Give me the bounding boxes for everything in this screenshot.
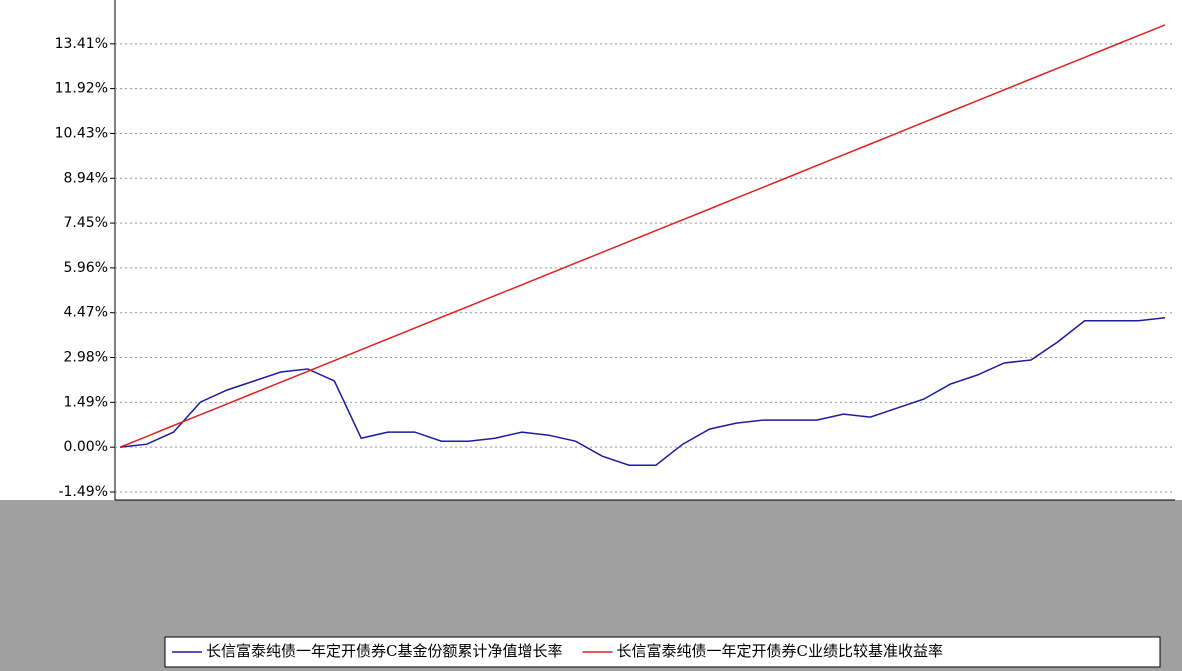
series-line bbox=[120, 318, 1165, 465]
legend-label: 长信富泰纯债一年定开债券C基金份额累计净值增长率 bbox=[206, 642, 562, 660]
chart: 长信富泰纯债一年定开债券C基金份额累计净值增长率 长信富泰纯债一年定开债券C业绩比… bbox=[0, 0, 1182, 671]
y-tick-label: 4.47% bbox=[64, 305, 108, 321]
y-tick-label: 7.45% bbox=[64, 215, 108, 231]
y-tick-label: 2.98% bbox=[64, 350, 108, 366]
y-tick-label: -1.49% bbox=[58, 484, 108, 500]
y-tick-label: 0.00% bbox=[64, 439, 108, 455]
legend: 长信富泰纯债一年定开债券C基金份额累计净值增长率 长信富泰纯债一年定开债券C业绩比… bbox=[165, 637, 1160, 667]
y-tick-label: 8.94% bbox=[64, 170, 108, 186]
y-tick-label: 11.92% bbox=[55, 81, 108, 97]
legend-label: 长信富泰纯债一年定开债券C业绩比较基准收益率 bbox=[616, 642, 942, 660]
y-tick-label: 13.41% bbox=[55, 36, 108, 52]
y-tick-label: 5.96% bbox=[64, 260, 108, 276]
y-tick-label: 1.49% bbox=[64, 394, 108, 410]
y-tick-label: 10.43% bbox=[55, 125, 108, 141]
